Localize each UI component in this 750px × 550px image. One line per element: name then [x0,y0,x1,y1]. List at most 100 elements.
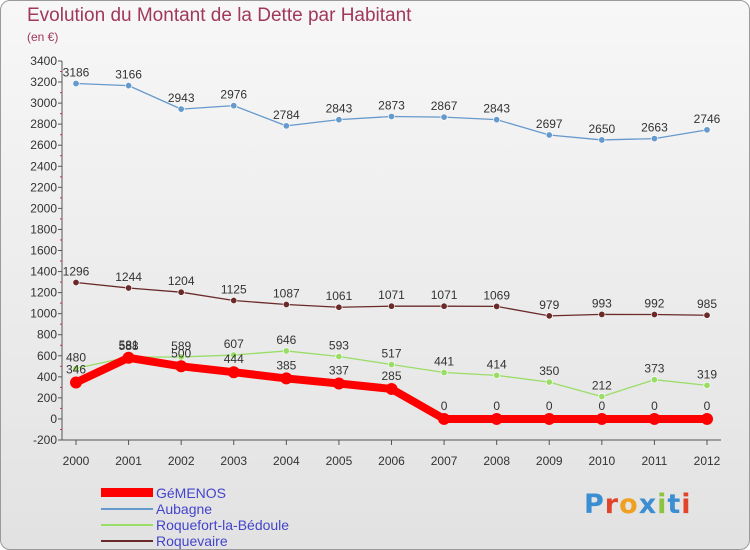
data-label: 2663 [641,121,668,135]
legend-label: Roquefort-la-Bédoule [156,517,290,533]
data-label: 992 [644,297,664,311]
data-label: 350 [539,364,559,378]
legend-swatch [101,488,153,497]
y-tick-label: 2200 [30,180,57,194]
data-label: 3186 [63,66,90,80]
data-point [230,102,238,110]
data-point [70,376,82,389]
brand-logo[interactable]: Proxiti [584,489,692,520]
data-point [490,412,503,425]
data-point [440,113,448,121]
data-label: 1125 [221,283,247,297]
data-label: 588 [119,339,139,353]
data-label: 589 [171,339,191,353]
x-tick-label: 2003 [220,454,247,468]
y-tick-label: 400 [37,370,57,384]
y-tick-label: 1800 [30,222,57,236]
data-point [177,353,185,361]
data-label: 441 [434,355,454,369]
data-label: 581 [119,338,139,352]
data-point [545,312,553,320]
data-label: 319 [697,367,717,381]
logo-letter: i [657,489,668,520]
data-point [650,376,658,384]
data-point [177,288,185,296]
y-tick-label: 2600 [30,138,57,152]
data-point [125,82,133,90]
logo-letter: o [619,489,639,520]
x-tick-label: 2012 [694,454,721,468]
y-tick-label: 1600 [30,244,57,258]
data-label: 979 [539,298,559,312]
data-point [282,301,290,309]
chart-title: Evolution du Montant de la Dette par Hab… [27,5,412,26]
data-label: 1204 [168,274,195,288]
legend-label: GéMENOS [156,485,227,501]
data-label: 0 [493,399,500,413]
x-tick-label: 2002 [168,454,195,468]
data-label: 3166 [115,68,142,82]
data-label: 2746 [694,112,721,126]
data-point [598,136,606,144]
data-point [72,80,80,88]
data-label: 2784 [273,108,300,122]
data-label: 2843 [326,102,353,116]
data-label: 1244 [115,270,142,284]
data-label: 444 [224,352,244,366]
data-label: 2943 [168,91,195,105]
data-point [648,412,661,425]
data-point [650,135,658,143]
data-point [335,116,343,124]
data-point [703,381,711,389]
data-point [335,353,343,361]
x-tick-label: 2006 [378,454,405,468]
data-point [703,311,711,319]
data-point [122,351,135,364]
legend-label: Roquevaire [156,533,228,549]
legend-swatch [101,508,153,510]
data-point [387,302,395,310]
data-point [545,131,553,139]
data-label: 1296 [63,265,90,279]
y-tick-label: 800 [37,328,57,342]
data-point [227,366,240,379]
data-point [493,371,501,379]
data-point [332,377,345,390]
data-point [282,122,290,130]
x-tick-label: 2010 [588,454,615,468]
data-point [650,311,658,319]
data-point [703,126,711,134]
data-label: 2873 [378,98,405,112]
logo-letter: x [638,489,658,520]
y-tick-label: 2000 [30,201,57,215]
data-point [230,351,238,359]
data-label: 480 [66,350,86,364]
data-point [72,364,80,372]
x-tick-label: 2007 [431,454,458,468]
data-point [493,302,501,310]
x-tick-label: 2011 [642,454,668,468]
x-tick-label: 2004 [273,454,300,468]
data-label: 607 [224,337,244,351]
data-label: 0 [546,399,553,413]
data-point [282,347,290,355]
y-tick-label: 200 [37,391,57,405]
data-label: 517 [381,347,401,361]
data-label: 0 [704,399,711,413]
data-label: 2650 [588,122,615,136]
data-point [335,303,343,311]
data-label: 212 [592,379,612,393]
data-point [230,297,238,305]
data-label: 646 [276,333,296,347]
data-label: 993 [592,296,612,310]
data-point [387,361,395,369]
data-point [72,279,80,287]
x-tick-label: 2009 [536,454,563,468]
logo-letter: r [604,489,620,520]
data-point [440,369,448,377]
data-label: 385 [276,358,296,372]
data-label: 985 [697,297,717,311]
data-point [598,310,606,318]
